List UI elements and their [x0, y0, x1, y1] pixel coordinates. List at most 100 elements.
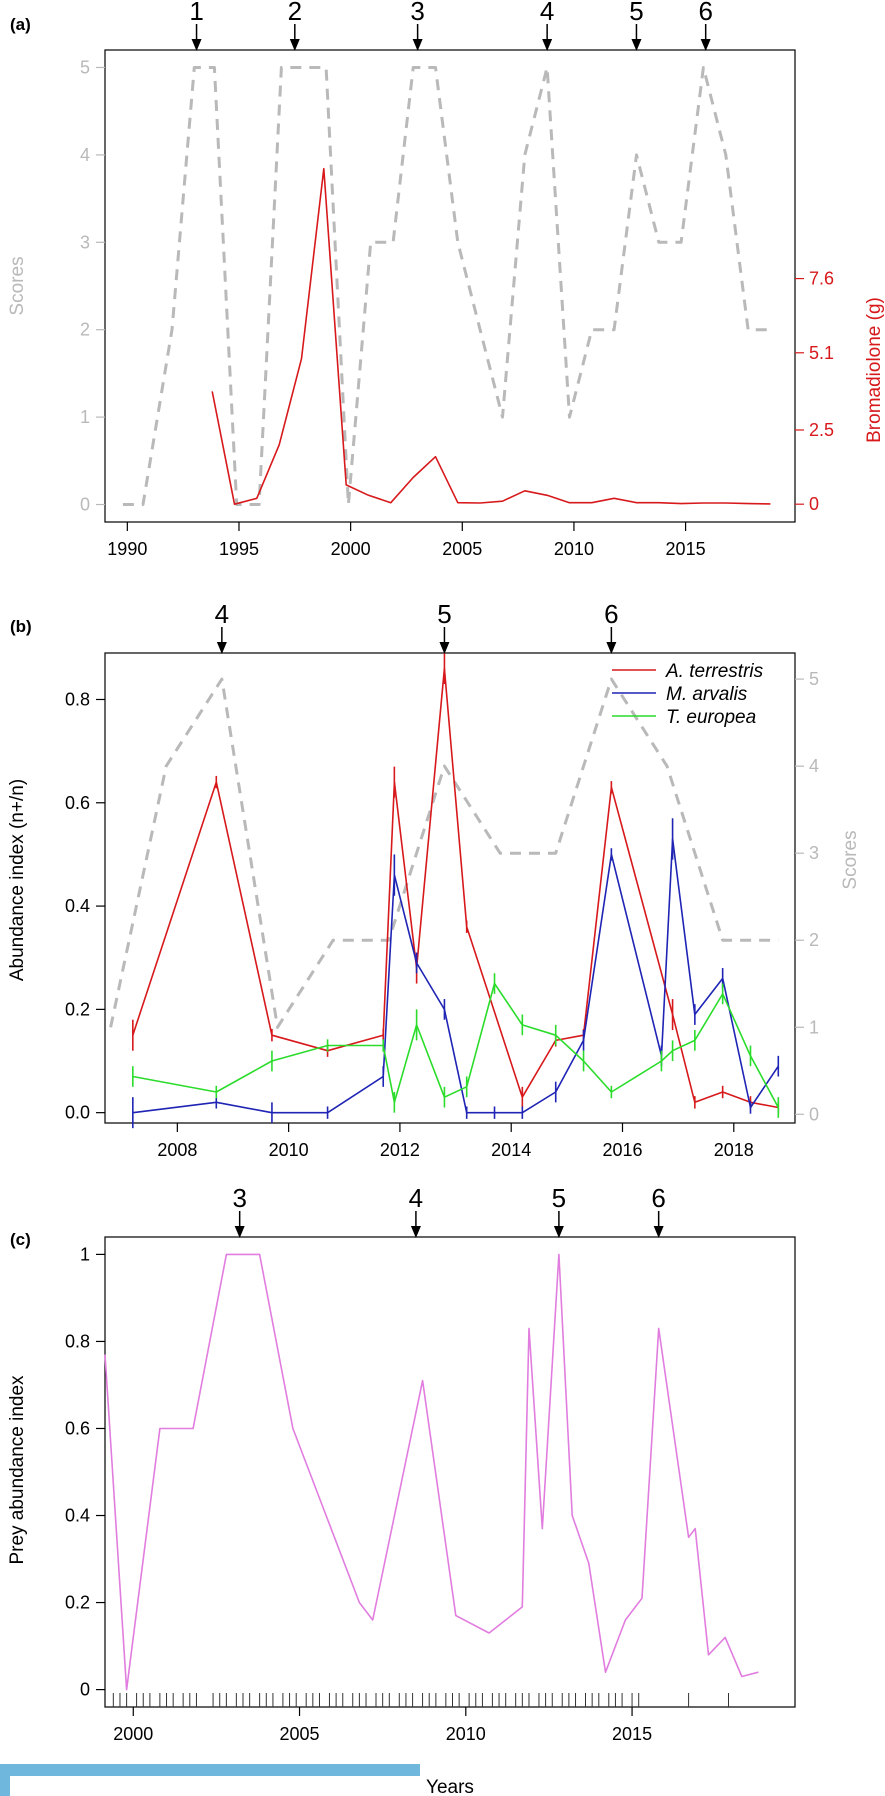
panel-a-y-axis: 0 1 2 3 4 5 [80, 57, 105, 515]
legend-m_arvalis-label: M. arvalis [666, 684, 748, 705]
y-tick-label: 0.0 [65, 1103, 90, 1123]
panel-b-label: (b) [10, 617, 32, 636]
y-tick-label: 0.6 [65, 793, 90, 813]
y-tick-label: 0 [80, 495, 90, 515]
y-tick-label: 0.4 [65, 1506, 90, 1526]
y-tick-label: 0.2 [65, 1593, 90, 1613]
x-tick-label: 2000 [113, 1724, 153, 1744]
peak-arrow-head [553, 1226, 564, 1238]
x-tick-label: 1990 [107, 539, 147, 559]
x-tick-label: 1995 [219, 539, 259, 559]
y-tick-label: 1 [80, 407, 90, 427]
panel-b-y2-axis-label: Scores [840, 830, 861, 889]
series-bromadiolone-line [211, 167, 771, 506]
series-t_europea-line [132, 982, 780, 1108]
series-prey-line [104, 1253, 759, 1691]
panel-a-frame [104, 49, 796, 523]
x-tick-label: 2000 [331, 539, 371, 559]
x-tick-label: 2015 [666, 539, 706, 559]
peak-arrow-head [439, 642, 450, 654]
peak-label: 3 [232, 1183, 246, 1213]
x-tick-label: 2010 [269, 1140, 309, 1160]
panel-a-y2-axis-label: Bromadiolone (g) [864, 297, 885, 443]
x-tick-label: 2010 [554, 539, 594, 559]
peak-arrow-head [216, 642, 227, 654]
panel-c-label: (c) [10, 1230, 31, 1249]
peak-label: 5 [552, 1183, 566, 1213]
y-tick-label: 2 [80, 320, 90, 340]
y-tick-label: 0 [80, 1680, 90, 1700]
y2-tick-label: 5 [809, 669, 819, 689]
y-tick-label: 0.8 [65, 1331, 90, 1351]
y-tick-label: 5 [80, 57, 90, 77]
peak-arrow-head [606, 642, 617, 654]
panel-c-rug [112, 1693, 729, 1707]
panel-b-series [109, 653, 780, 1129]
peak-label: 6 [698, 0, 712, 26]
panel-b-y-axis: 0.0 0.2 0.4 0.6 0.8 [65, 689, 105, 1123]
peak-arrow-head [700, 39, 711, 51]
panel-b-y-axis-label: Abundance index (n+/n) [7, 779, 28, 981]
x-tick-label: 2018 [714, 1140, 754, 1160]
y-tick-label: 0.6 [65, 1418, 90, 1438]
bottom-accent-rail [0, 1764, 10, 1796]
peak-label: 6 [604, 599, 618, 629]
peak-arrow-head [412, 39, 423, 51]
bottom-accent-bar [0, 1764, 420, 1776]
y2-tick-label: 2.5 [809, 420, 834, 440]
panel-a: (a) 1990 1995 2000 2005 2010 2015 0 1 2 3 4 5 0 2.5… [7, 0, 885, 559]
panel-c-y-axis-label: Prey abundance index [7, 1375, 28, 1565]
peak-arrow-head [542, 39, 553, 51]
peak-arrow-head [653, 1226, 664, 1238]
panel-b-peak-markers: 4 5 6 [215, 599, 619, 654]
series-scores-line [109, 677, 779, 1029]
x-tick-label: 2014 [491, 1140, 531, 1160]
y-tick-label: 4 [80, 145, 90, 165]
series-scores-line [122, 66, 771, 506]
y2-tick-label: 0 [809, 494, 819, 514]
legend-t_europea-label: T. europea [666, 707, 756, 728]
x-tick-label: 2010 [446, 1724, 486, 1744]
y-tick-label: 0.2 [65, 999, 90, 1019]
panel-a-label: (a) [10, 15, 31, 34]
y2-tick-label: 4 [809, 756, 819, 776]
y2-tick-label: 1 [809, 1017, 819, 1037]
panel-a-series [122, 66, 771, 506]
peak-arrow-head [191, 39, 202, 51]
panel-c: (c) 2000 2005 2010 2015 0 0.2 0.4 0.6 0.8 1 3 4 5 6… [7, 1183, 796, 1796]
panel-b-y2-axis: 0 1 2 3 4 5 [795, 669, 819, 1124]
series-m_arvalis-line [132, 838, 779, 1114]
y-tick-label: 1 [80, 1244, 90, 1264]
panel-c-y-axis: 0 0.2 0.4 0.6 0.8 1 [65, 1244, 105, 1700]
panel-c-peak-markers: 3 4 5 6 [232, 1183, 666, 1238]
panel-c-series [104, 1253, 759, 1691]
x-tick-label: 2005 [442, 539, 482, 559]
panel-a-y-axis-label: Scores [7, 256, 28, 315]
x-tick-label: 2005 [280, 1724, 320, 1744]
peak-arrow-head [410, 1226, 421, 1238]
peak-label: 5 [629, 0, 643, 26]
y2-tick-label: 7.6 [809, 269, 834, 289]
panel-a-peak-markers: 1 2 3 4 5 6 [189, 0, 713, 51]
peak-arrow-head [631, 39, 642, 51]
x-tick-label: 2012 [380, 1140, 420, 1160]
y-tick-label: 0.8 [65, 689, 90, 709]
peak-label: 1 [189, 0, 203, 26]
peak-arrow-head [234, 1226, 245, 1238]
y-tick-label: 0.4 [65, 896, 90, 916]
panel-a-x-axis: 1990 1995 2000 2005 2010 2015 [107, 522, 706, 559]
panel-c-x-axis-label: Years [426, 1777, 474, 1796]
peak-label: 4 [540, 0, 554, 26]
panel-c-x-axis: 2000 2005 2010 2015 [113, 1707, 652, 1744]
x-tick-label: 2008 [157, 1140, 197, 1160]
panel-c-frame [104, 1236, 796, 1708]
panel-a-y2-axis: 0 2.5 5.1 7.6 [795, 269, 834, 514]
peak-label: 4 [215, 599, 229, 629]
peak-label: 5 [437, 599, 451, 629]
y2-tick-label: 2 [809, 930, 819, 950]
peak-arrow-head [289, 39, 300, 51]
y-tick-label: 3 [80, 232, 90, 252]
peak-label: 6 [651, 1183, 665, 1213]
peak-label: 4 [409, 1183, 423, 1213]
